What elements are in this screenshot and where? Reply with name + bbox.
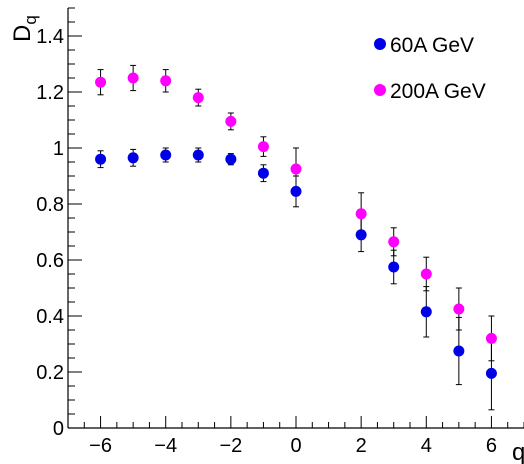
legend-marker-60a-gev	[374, 38, 386, 50]
x-tick-label: 0	[290, 435, 301, 457]
y-axis-title: Dq	[9, 15, 40, 42]
point-60a-gev	[485, 367, 497, 379]
point-200a-gev	[485, 332, 497, 344]
legend: 60A GeV 200A GeV	[374, 34, 486, 103]
y-axis-title-subscript: q	[21, 15, 40, 24]
legend-label-200a-gev: 200A GeV	[390, 80, 486, 103]
point-200a-gev	[192, 92, 204, 104]
y-tick-label: 0.2	[36, 362, 64, 384]
point-60a-gev	[225, 153, 237, 165]
y-tick-label: 0.6	[36, 250, 64, 272]
point-200a-gev	[355, 208, 367, 220]
x-tick-label: −4	[154, 435, 177, 457]
point-200a-gev	[388, 236, 400, 248]
y-tick-label: 0	[53, 418, 64, 440]
point-60a-gev	[453, 345, 465, 357]
x-tick-label: −2	[219, 435, 242, 457]
y-tick-label: 0.8	[36, 194, 64, 216]
axis-titles: Dq q	[9, 15, 524, 464]
point-60a-gev	[95, 153, 107, 165]
legend-marker-200a-gev	[374, 84, 386, 96]
y-tick-label: 1.4	[36, 26, 64, 48]
error-bars	[97, 64, 495, 411]
point-60a-gev	[290, 185, 302, 197]
point-200a-gev	[257, 141, 269, 153]
point-200a-gev	[453, 303, 465, 315]
point-200a-gev	[95, 76, 107, 88]
point-200a-gev	[420, 268, 432, 280]
y-tick-label: 1.2	[36, 82, 64, 104]
legend-label-60a-gev: 60A GeV	[390, 34, 474, 57]
point-60a-gev	[388, 261, 400, 273]
y-tick-label: 0.4	[36, 306, 64, 328]
point-200a-gev	[160, 75, 172, 87]
point-200a-gev	[127, 72, 139, 84]
point-60a-gev	[192, 149, 204, 161]
y-axis-title-main: D	[9, 25, 36, 42]
point-60a-gev	[257, 167, 269, 179]
x-tick-label: 4	[421, 435, 432, 457]
x-tick-label: −6	[89, 435, 112, 457]
y-tick-label: 1	[53, 138, 64, 160]
x-tick-label: 2	[356, 435, 367, 457]
point-60a-gev	[160, 149, 172, 161]
point-200a-gev	[290, 163, 302, 175]
point-60a-gev	[127, 152, 139, 164]
point-60a-gev	[355, 229, 367, 241]
axes: −6 −4 −2 0 2 4 6 0 0.2 0.4 0.6 0.8 1 1.2 1.4	[36, 7, 524, 457]
x-tick-label: 6	[486, 435, 497, 457]
x-axis-title: q	[512, 439, 524, 464]
point-60a-gev	[420, 306, 432, 318]
data-points	[95, 72, 497, 379]
point-200a-gev	[225, 115, 237, 127]
